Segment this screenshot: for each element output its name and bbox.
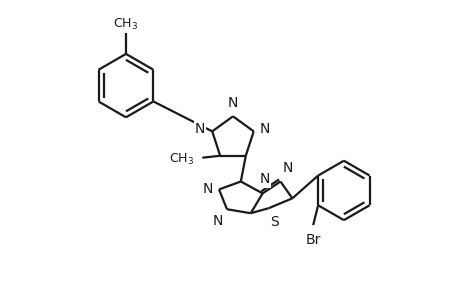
Text: N: N [195,122,205,136]
Text: CH$_3$: CH$_3$ [169,152,194,167]
Text: N: N [202,182,213,197]
Text: N: N [259,122,269,136]
Text: CH$_3$: CH$_3$ [113,16,138,32]
Text: N: N [227,96,238,110]
Text: Br: Br [305,233,320,247]
Text: N: N [259,172,269,187]
Text: S: S [270,215,279,229]
Text: N: N [282,160,292,175]
Text: N: N [212,214,223,228]
